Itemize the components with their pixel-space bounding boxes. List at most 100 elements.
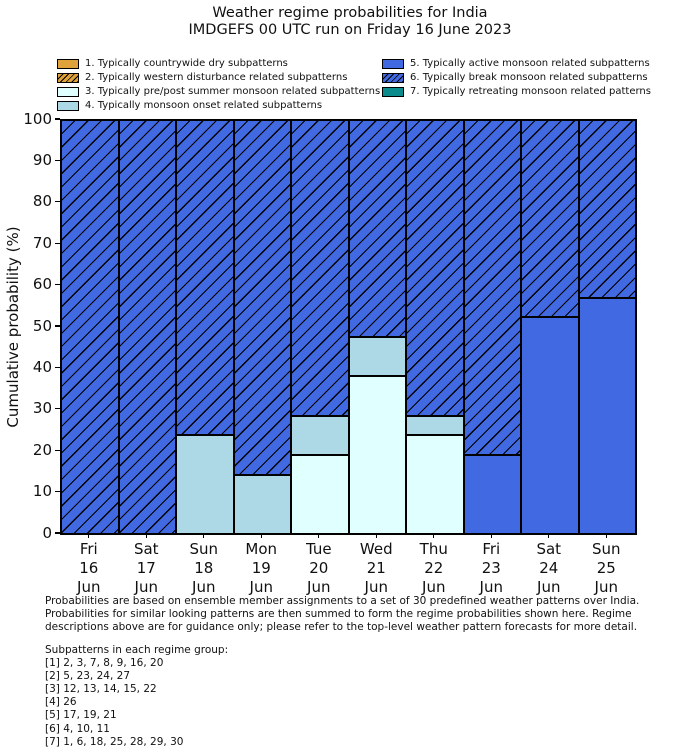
x-tick-date-18: 18	[194, 559, 214, 577]
bar-tue-20-jun	[291, 120, 349, 534]
x-tick-label-thu-22: Thu 22 Jun	[404, 540, 464, 597]
bar-mon-19-jun	[233, 120, 291, 534]
bar-segment-regime-4	[348, 336, 406, 377]
bar-segment-regime-3	[291, 455, 349, 534]
x-tick-label-fri-16: Fri 16 Jun	[59, 540, 119, 597]
x-tick-day-16: Fri	[79, 540, 98, 558]
x-tick-date-20: 20	[309, 559, 329, 577]
subpattern-group-6: [6] 4, 10, 11	[45, 722, 110, 735]
bar-segment-regime-6	[348, 120, 406, 337]
legend-label-1: 1. Typically countrywide dry subpatterns	[85, 58, 288, 69]
x-tick-day-22: Thu	[419, 540, 448, 558]
x-tick-date-16: 16	[79, 559, 99, 577]
x-tick-mark-22	[433, 534, 435, 538]
subpattern-group-7: [7] 1, 6, 18, 25, 28, 29, 30	[45, 735, 184, 748]
x-tick-date-23: 23	[481, 559, 501, 577]
legend-item-5: 5. Typically active monsoon related subp…	[382, 57, 650, 70]
y-tick-label-0: 0	[42, 523, 52, 542]
legend-label-4: 4. Typically monsoon onset related subpa…	[85, 100, 323, 111]
legend-swatch-6-hatched	[382, 72, 404, 83]
x-tick-day-23: Fri	[482, 540, 501, 558]
x-tick-day-25: Sun	[591, 540, 621, 558]
x-tick-date-22: 22	[424, 559, 444, 577]
y-tick-mark-50	[55, 325, 60, 327]
legend-swatch-2-hatched	[57, 72, 79, 83]
y-tick-mark-80	[55, 201, 60, 203]
x-tick-day-18: Sun	[189, 540, 219, 558]
legend-item-2: 2. Typically western disturbance related…	[57, 71, 347, 84]
x-tick-mark-16	[88, 534, 90, 538]
y-tick-mark-10	[55, 491, 60, 493]
bar-segment-regime-6	[176, 120, 234, 436]
y-tick-label-90: 90	[32, 150, 52, 169]
x-tick-day-24: Sat	[536, 540, 562, 558]
y-tick-label-50: 50	[32, 316, 52, 335]
subpatterns-list: Subpatterns in each regime group: [1] 2,…	[45, 644, 228, 749]
legend-swatch-4	[57, 100, 79, 111]
y-tick-label-30: 30	[32, 399, 52, 418]
y-tick-label-40: 40	[32, 357, 52, 376]
x-tick-month-16: Jun	[77, 578, 101, 596]
x-tick-month-19: Jun	[249, 578, 273, 596]
bar-sat-17-jun	[118, 120, 176, 534]
bar-segment-regime-3	[406, 435, 464, 534]
y-tick-label-60: 60	[32, 275, 52, 294]
legend-item-4: 4. Typically monsoon onset related subpa…	[57, 99, 322, 112]
subpattern-group-5: [5] 17, 19, 21	[45, 709, 117, 722]
legend-label-5: 5. Typically active monsoon related subp…	[410, 58, 650, 69]
legend-label-7: 7. Typically retreating monsoon related …	[410, 86, 651, 97]
bar-segment-regime-6	[233, 120, 291, 475]
legend-item-7: 7. Typically retreating monsoon related …	[382, 85, 651, 98]
subpattern-group-2: [2] 5, 23, 24, 27	[45, 670, 130, 683]
x-tick-date-17: 17	[136, 559, 156, 577]
x-tick-day-21: Wed	[359, 540, 393, 558]
y-tick-mark-40	[55, 366, 60, 369]
x-tick-mark-23	[490, 534, 492, 538]
x-tick-mark-25	[605, 534, 607, 538]
legend-swatch-1	[57, 58, 79, 69]
subpattern-group-4: [4] 26	[45, 696, 77, 709]
chart-title-line2: IMDGEFS 00 UTC run on Friday 16 June 202…	[188, 21, 512, 38]
legend-swatch-5	[382, 58, 404, 69]
bar-fri-23-jun	[463, 120, 521, 534]
footer-note-line-2: Probabilities for similar looking patter…	[45, 608, 632, 620]
bar-segment-regime-6	[521, 120, 579, 318]
bar-segment-regime-6	[406, 120, 464, 416]
x-tick-day-17: Sat	[133, 540, 159, 558]
legend-label-3: 3. Typically pre/post summer monsoon rel…	[85, 86, 381, 97]
x-tick-month-21: Jun	[364, 578, 388, 596]
x-tick-label-sat-24: Sat 24 Jun	[519, 540, 579, 597]
y-tick-label-80: 80	[32, 192, 52, 211]
bar-segment-regime-6	[578, 120, 636, 298]
y-tick-mark-90	[55, 159, 60, 162]
x-tick-mark-18	[203, 534, 205, 538]
bar-sun-18-jun	[176, 120, 234, 534]
y-tick-mark-60	[55, 284, 60, 286]
x-tick-month-17: Jun	[134, 578, 158, 596]
x-tick-mark-21	[375, 534, 377, 538]
bar-segment-regime-3	[348, 376, 406, 534]
x-tick-mark-20	[318, 534, 320, 538]
x-tick-day-20: Tue	[305, 540, 332, 558]
footer-note-line-1: Probabilities are based on ensemble memb…	[45, 595, 640, 607]
bar-segment-regime-5	[521, 317, 579, 534]
subpattern-group-1: [1] 2, 3, 7, 8, 9, 16, 20	[45, 657, 164, 670]
bar-fri-16-jun	[61, 120, 119, 534]
x-tick-mark-19	[260, 534, 262, 538]
x-tick-label-wed-21: Wed 21 Jun	[346, 540, 406, 597]
legend-label-2: 2. Typically western disturbance related…	[85, 72, 348, 83]
y-tick-mark-100	[55, 118, 60, 120]
x-tick-day-19: Mon	[245, 540, 278, 558]
bar-segment-regime-4	[406, 415, 464, 436]
footer-note-line-3: descriptions above are for guidance only…	[45, 621, 638, 633]
footer-notes: Probabilities are based on ensemble memb…	[45, 595, 639, 634]
bar-segment-regime-5	[463, 455, 521, 534]
x-tick-date-19: 19	[251, 559, 271, 577]
bar-wed-21-jun	[348, 120, 406, 534]
bar-sat-24-jun	[521, 120, 579, 534]
bar-segment-regime-4	[176, 435, 234, 534]
x-tick-mark-17	[145, 534, 147, 538]
legend-label-6: 6. Typically break monsoon related subpa…	[410, 72, 648, 83]
plot-area	[60, 119, 637, 535]
x-tick-label-sat-17: Sat 17 Jun	[116, 540, 176, 597]
